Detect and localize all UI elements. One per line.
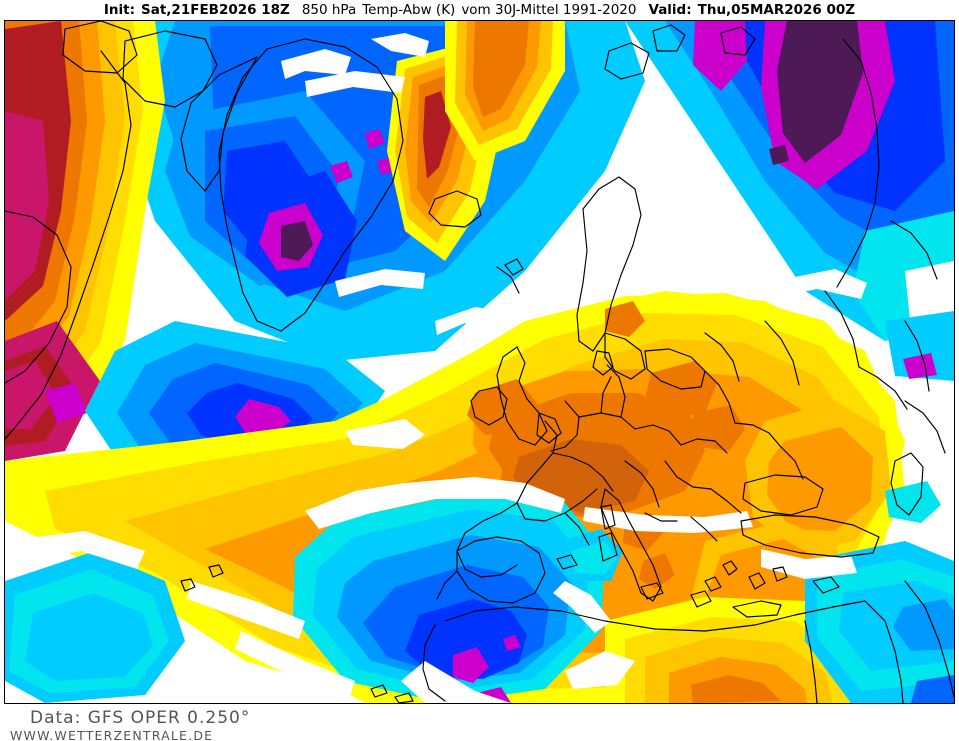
pressure-level: 850 hPa <box>301 2 357 18</box>
map-title-bar: Init: Sat,21FEB2026 18Z 850 hPa Temp-Abw (K… <box>0 0 959 20</box>
map-frame[interactable] <box>4 20 955 704</box>
map-footer: Data: GFS OPER 0.250° WWW.WETTERZENTRALE… <box>0 706 959 741</box>
reference-period: vom 30J-Mittel 1991-2020 <box>461 2 637 18</box>
init-value: Sat,21FEB2026 18Z <box>141 2 290 18</box>
temperature-anomaly-map[interactable] <box>5 21 954 703</box>
data-source-label: Data: GFS OPER 0.250° <box>30 708 251 728</box>
field-name: Temp-Abw (K) <box>362 2 456 18</box>
valid-value: Thu,05MAR2026 00Z <box>697 2 856 18</box>
website-label: WWW.WETTERZENTRALE.DE <box>10 728 214 741</box>
init-label: Init: <box>103 2 136 18</box>
valid-label: Valid: <box>648 2 692 18</box>
